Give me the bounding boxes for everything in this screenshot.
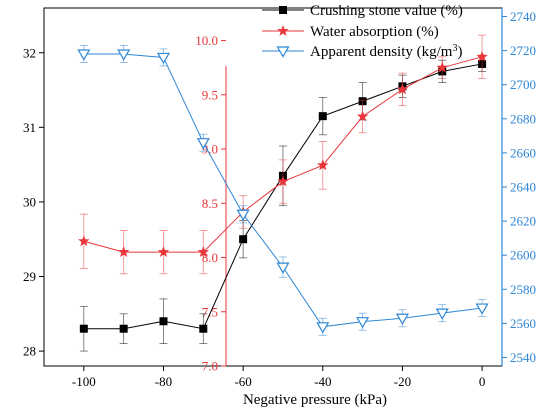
right-tick-label: 2640	[510, 180, 536, 195]
x-tick-label: -80	[155, 374, 172, 389]
x-axis-label: Negative pressure (kPa)	[243, 392, 387, 408]
legend-item: Crushing stone value (%)	[262, 3, 463, 19]
data-point-star	[117, 246, 130, 257]
left-tick-label: 31	[23, 120, 36, 135]
data-point-star	[356, 110, 369, 122]
legend-item: Water absorption (%)	[262, 24, 439, 40]
right-tick-label: 2740	[510, 9, 536, 24]
data-point-square	[318, 112, 327, 121]
data-point-triangle	[77, 49, 91, 61]
legend-label: Crushing stone value (%)	[310, 3, 463, 19]
x-tick-label: -20	[394, 374, 411, 389]
legend-item: Apparent density (kg/m3)	[262, 43, 462, 60]
data-point-square	[279, 6, 287, 14]
data-point-triangle	[395, 313, 409, 325]
x-tick-label: -100	[72, 374, 96, 389]
right-tick-label: 2540	[510, 350, 536, 365]
left-tick-label: 30	[23, 194, 36, 209]
data-point-triangle	[276, 262, 290, 274]
data-point-square	[199, 324, 208, 333]
right-tick-label: 2700	[510, 77, 536, 92]
right-tick-label: 2580	[510, 282, 536, 297]
plot-border	[43, 7, 503, 367]
plot-frame	[43, 7, 503, 367]
data-point-triangle	[435, 308, 449, 320]
legend-label: Water absorption (%)	[310, 24, 439, 40]
x-tick-label: -40	[314, 374, 331, 389]
left-tick-label: 28	[23, 344, 36, 359]
data-point-triangle	[356, 317, 370, 329]
series-group	[77, 34, 489, 352]
right-tick-label: 2660	[510, 145, 536, 160]
data-point-star	[317, 159, 329, 171]
series-right	[77, 45, 489, 336]
series-left	[79, 56, 487, 352]
data-point-star	[436, 61, 448, 73]
data-point-star	[277, 175, 289, 187]
series-mid	[78, 34, 488, 275]
data-point-triangle	[316, 322, 330, 334]
data-point-triangle	[196, 138, 210, 150]
right-tick-label: 2560	[510, 316, 536, 331]
data-point-triangle	[117, 49, 131, 61]
mid-tick-label: 7.5	[202, 304, 218, 319]
data-point-square	[79, 324, 88, 333]
data-point-triangle	[475, 303, 489, 315]
right-tick-label: 2600	[510, 248, 536, 263]
left-tick-label: 32	[23, 45, 36, 60]
data-point-square	[239, 235, 248, 244]
right-tick-label: 2680	[510, 111, 536, 126]
data-point-star	[197, 246, 210, 257]
x-tick-label: 0	[479, 374, 486, 389]
right-tick-label: 2720	[510, 43, 536, 58]
data-point-star	[157, 246, 170, 257]
data-point-star	[277, 25, 289, 36]
data-point-square	[159, 317, 168, 326]
data-point-star	[78, 235, 90, 247]
mid-tick-label: 10.0	[195, 33, 218, 48]
axes: -100 -80 -60 -40 -20 028293031327.07.58.08.59…	[23, 8, 536, 389]
data-point-triangle	[236, 209, 250, 221]
mid-tick-label: 9.5	[202, 87, 218, 102]
right-tick-label: 2620	[510, 214, 536, 229]
mid-tick-label: 8.5	[202, 196, 218, 211]
left-tick-label: 29	[23, 269, 36, 284]
legend-label: Apparent density (kg/m3)	[310, 43, 462, 60]
data-point-square	[119, 324, 128, 333]
x-tick-label: -60	[234, 374, 251, 389]
data-point-star	[476, 50, 488, 62]
data-point-triangle	[276, 46, 290, 58]
data-point-triangle	[156, 52, 171, 65]
mid-tick-label: 9.0	[202, 142, 218, 157]
legend: Crushing stone value (%) Water absorption…	[262, 3, 463, 60]
mid-tick-label: 7.0	[202, 359, 218, 374]
data-point-star	[396, 83, 409, 95]
